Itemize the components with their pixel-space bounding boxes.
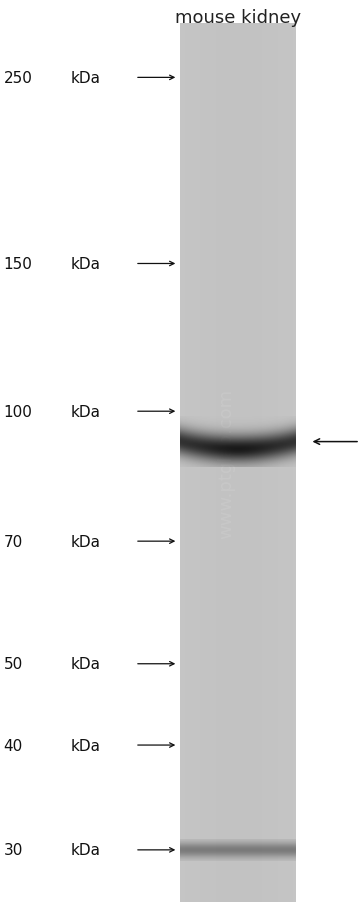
- Text: 40: 40: [4, 738, 23, 752]
- Text: 150: 150: [4, 257, 32, 272]
- Text: 50: 50: [4, 657, 23, 671]
- Text: 250: 250: [4, 70, 32, 86]
- Text: kDa: kDa: [70, 657, 100, 671]
- Text: 70: 70: [4, 534, 23, 549]
- Text: kDa: kDa: [70, 534, 100, 549]
- Text: kDa: kDa: [70, 842, 100, 858]
- Text: 100: 100: [4, 404, 32, 419]
- Text: kDa: kDa: [70, 738, 100, 752]
- Text: 30: 30: [4, 842, 23, 858]
- Text: www.ptglab.com: www.ptglab.com: [217, 388, 235, 538]
- Text: mouse kidney: mouse kidney: [175, 9, 301, 27]
- Text: kDa: kDa: [70, 257, 100, 272]
- Text: kDa: kDa: [70, 404, 100, 419]
- Text: kDa: kDa: [70, 70, 100, 86]
